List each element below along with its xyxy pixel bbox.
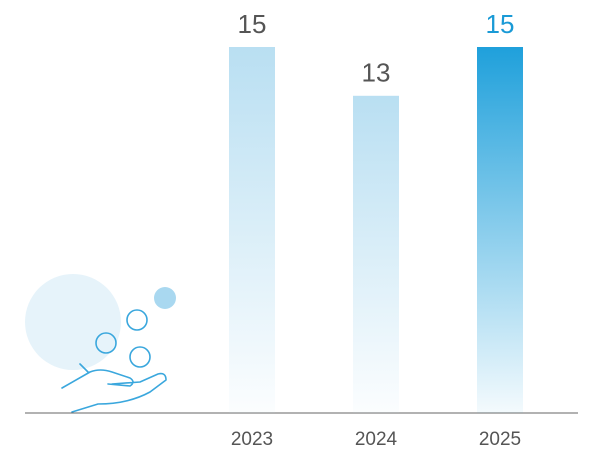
value-label: 13: [362, 58, 391, 88]
x-tick-label: 2025: [479, 429, 521, 450]
bubble: [25, 274, 121, 370]
coin: [129, 346, 151, 368]
x-tick-label: 2024: [355, 429, 398, 450]
bar: [229, 47, 275, 413]
value-label: 15: [238, 9, 267, 39]
value-label: 15: [486, 9, 515, 39]
bar: [477, 47, 523, 413]
coin: [154, 287, 176, 309]
illustration: [25, 274, 176, 413]
coin: [95, 332, 117, 354]
hand: [61, 363, 167, 413]
coin: [126, 309, 148, 331]
x-tick-label: 2023: [231, 429, 273, 450]
bar: [353, 95, 399, 414]
